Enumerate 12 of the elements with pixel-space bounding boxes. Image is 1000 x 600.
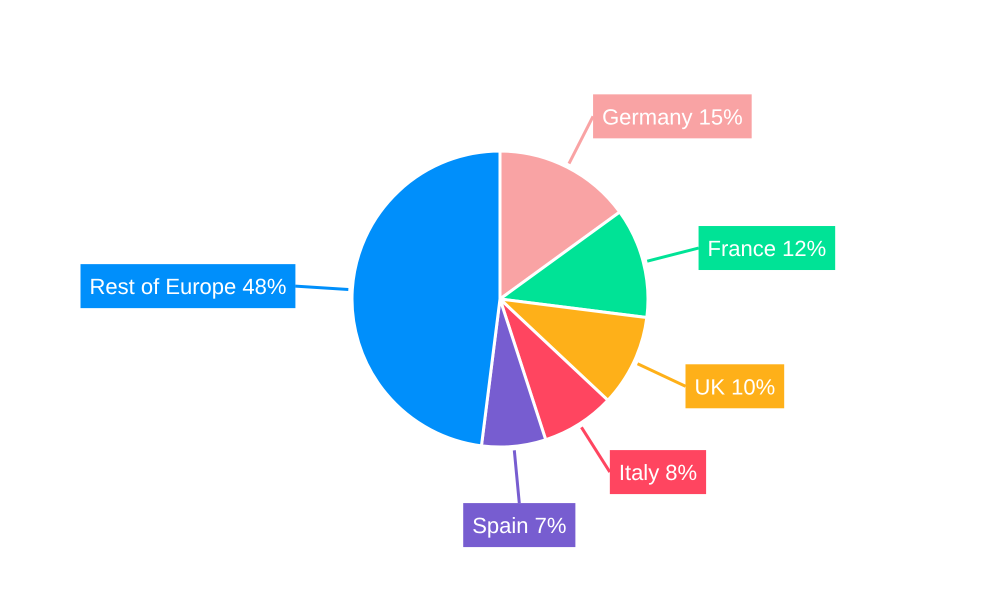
slice-label: UK [694, 374, 726, 400]
data-label: 15% [698, 104, 743, 130]
slice-label: Rest of Europe [90, 274, 236, 300]
data-label: 8% [665, 460, 698, 486]
slice-label: Italy [618, 460, 660, 486]
data-label: 48% [242, 274, 286, 300]
data-label: 10% [731, 374, 776, 400]
slice-label: Germany [602, 104, 693, 130]
slice-label: Spain [472, 513, 528, 538]
slice-label: France [708, 236, 776, 262]
data-label: 7% [534, 513, 566, 538]
data-label: 12% [782, 236, 826, 262]
